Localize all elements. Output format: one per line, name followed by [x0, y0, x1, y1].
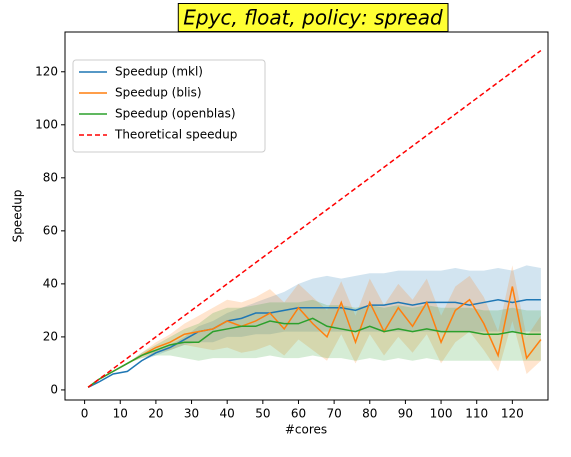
y-tick-label: 80 [43, 170, 58, 184]
y-tick-label: 40 [43, 276, 58, 290]
line [87, 49, 542, 388]
title-box [177, 3, 449, 32]
legend-label: Speedup (openblas) [115, 107, 236, 121]
y-tick-label: 60 [43, 223, 58, 237]
x-tick-label: 20 [148, 407, 163, 421]
x-tick-label: 110 [465, 407, 488, 421]
x-tick-label: 40 [220, 407, 235, 421]
legend-label: Theoretical speedup [114, 128, 237, 142]
y-tick-label: 100 [35, 117, 58, 131]
y-tick-label: 0 [50, 382, 58, 396]
x-tick-label: 10 [113, 407, 128, 421]
chart-title: Epyc, float, policy: spread [183, 6, 443, 30]
x-tick-label: 30 [184, 407, 199, 421]
line [87, 317, 541, 388]
legend-label: Speedup (blis) [115, 86, 202, 100]
legend-label: Speedup (mkl) [115, 65, 203, 79]
x-tick-label: 100 [430, 407, 453, 421]
line [87, 286, 542, 388]
x-tick-label: 70 [326, 407, 341, 421]
x-tick-label: 50 [255, 407, 270, 421]
x-tick-label: 80 [362, 407, 377, 421]
x-axis-label: #cores [285, 423, 327, 437]
x-tick-label: 0 [81, 407, 89, 421]
x-tick-label: 90 [398, 407, 413, 421]
x-tick-label: 60 [291, 407, 306, 421]
x-tick-label: 120 [501, 407, 524, 421]
error-band [88, 299, 541, 388]
y-axis-label: Speedup [11, 190, 25, 243]
y-tick-label: 20 [43, 329, 58, 343]
y-tick-label: 120 [35, 64, 58, 78]
legend-box [72, 59, 266, 153]
